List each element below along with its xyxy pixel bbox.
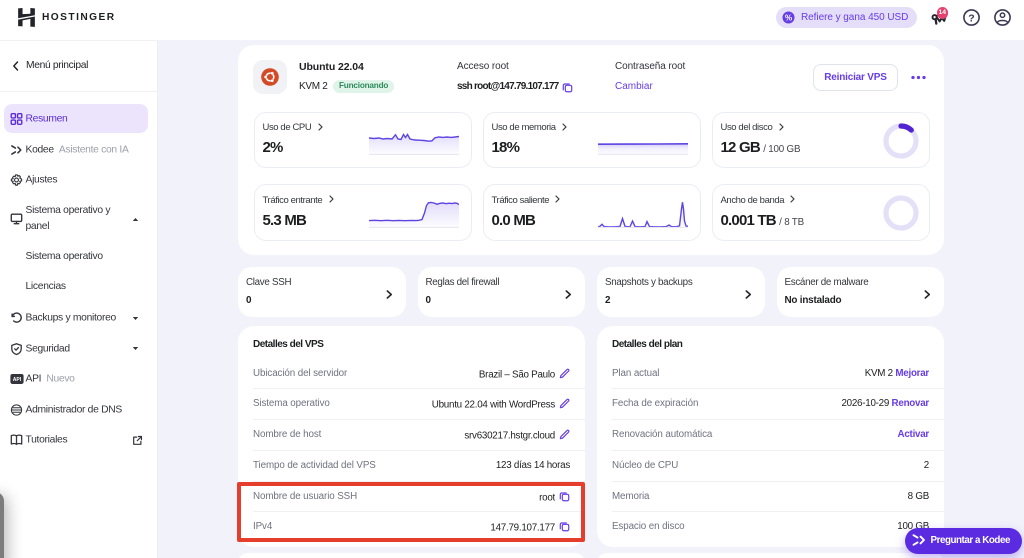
svg-text:API: API bbox=[13, 377, 22, 383]
svg-text:%: % bbox=[785, 13, 792, 22]
svg-text:?: ? bbox=[968, 12, 974, 24]
